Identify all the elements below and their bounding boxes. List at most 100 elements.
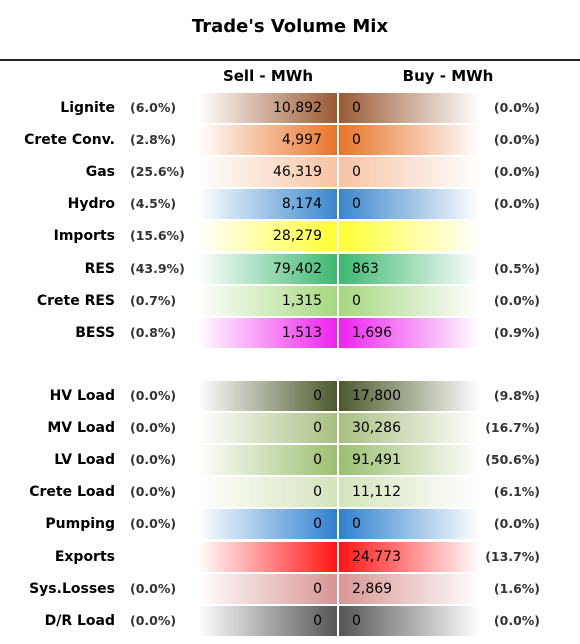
sell-cell: [198, 381, 337, 411]
row-label: D/R Load: [44, 612, 115, 629]
sell-share: (0.0%): [130, 452, 177, 468]
buy-share: (0.0%): [493, 292, 540, 308]
sell-cell: [198, 477, 337, 508]
buy-share: (6.1%): [493, 484, 540, 500]
buy-share: (0.0%): [493, 612, 540, 628]
row-label: MV Load: [47, 420, 115, 437]
buy-share: (0.0%): [493, 164, 540, 180]
buy-share: (9.8%): [493, 388, 540, 403]
buy-cell: [339, 125, 480, 156]
row-label: BESS: [75, 324, 115, 341]
sell-cell: [198, 157, 337, 188]
sell-share: (0.8%): [130, 324, 177, 340]
sell-cell: [198, 413, 337, 444]
sell-cell: [198, 509, 337, 540]
sell-header: Sell - MWh: [222, 67, 314, 85]
buy-value: 2,869: [352, 580, 393, 597]
sell-value: 8,174: [281, 196, 322, 213]
sell-value: 46,319: [273, 164, 322, 181]
sell-value: 10,892: [273, 100, 322, 116]
buy-cell: [339, 317, 480, 348]
sell-share: (0.0%): [130, 612, 177, 628]
sell-value: 28,279: [273, 228, 322, 245]
row-label: Hydro: [67, 196, 115, 213]
sell-share: (0.0%): [130, 388, 177, 403]
sell-cell: [198, 445, 337, 476]
buy-cell: [339, 477, 480, 508]
buy-cell: [339, 93, 480, 123]
sell-value: 0: [313, 516, 322, 533]
buy-share: (13.7%): [485, 548, 540, 564]
buy-cell: [339, 573, 480, 604]
buy-value: 0: [352, 516, 361, 533]
sell-share: (6.0%): [130, 100, 177, 115]
row-label: Pumping: [45, 516, 115, 533]
sell-share: (25.6%): [130, 164, 185, 180]
sell-value: 79,402: [273, 260, 322, 277]
row-label: Crete RES: [36, 292, 115, 309]
sell-value: 0: [313, 388, 322, 404]
buy-cell: [339, 157, 480, 188]
sell-share: (0.0%): [130, 420, 177, 436]
buy-value: 0: [352, 292, 361, 309]
buy-value: 0: [352, 100, 361, 116]
sell-cell: [198, 221, 337, 252]
sell-cell: [198, 605, 337, 636]
buy-value: 0: [352, 196, 361, 213]
row-label: Lignite: [60, 100, 115, 116]
buy-value: 91,491: [352, 452, 401, 469]
buy-cell: [339, 221, 480, 252]
buy-cell: [339, 509, 480, 540]
buy-share: (1.6%): [493, 580, 540, 596]
sell-cell: [198, 93, 337, 123]
sell-value: 1,315: [281, 292, 322, 309]
row-label: RES: [84, 260, 115, 277]
buy-value: 0: [352, 164, 361, 181]
buy-share: (50.6%): [485, 452, 540, 468]
buy-share: (16.7%): [485, 420, 540, 436]
buy-cell: [339, 285, 480, 316]
sell-share: (4.5%): [130, 196, 177, 212]
sell-value: 1,513: [281, 324, 322, 341]
sell-share: (0.0%): [130, 580, 177, 596]
title-rule: [0, 59, 580, 61]
row-label: Crete Load: [29, 484, 115, 501]
buy-value: 0: [352, 132, 361, 149]
title: Trade's Volume Mix: [191, 16, 389, 37]
buy-value: 0: [352, 612, 361, 629]
sell-share: (0.0%): [130, 516, 177, 532]
row-label: HV Load: [49, 388, 115, 404]
sell-value: 4,997: [281, 132, 322, 149]
sell-share: (0.0%): [130, 484, 177, 500]
buy-cell: [339, 381, 480, 411]
buy-cell: [339, 189, 480, 220]
buy-cell: [339, 413, 480, 444]
buy-cell: [339, 253, 480, 284]
buy-value: 30,286: [352, 420, 401, 437]
buy-cell: [339, 541, 480, 572]
row-label: LV Load: [54, 452, 115, 469]
buy-value: 17,800: [352, 388, 401, 404]
sell-cell: [198, 541, 337, 572]
sell-value: 0: [313, 420, 322, 437]
sell-share: (2.8%): [130, 132, 177, 148]
buy-value: 1,696: [352, 324, 393, 341]
sell-value: 0: [313, 452, 322, 469]
sell-cell: [198, 125, 337, 156]
buy-cell: [339, 605, 480, 636]
sell-share: (0.7%): [130, 292, 177, 308]
sell-value: 0: [313, 580, 322, 597]
buy-header: Buy - MWh: [402, 67, 494, 85]
row-label: Sys.Losses: [29, 580, 115, 597]
buy-share: (0.9%): [493, 324, 540, 340]
buy-share: (0.5%): [493, 260, 540, 276]
sell-share: (15.6%): [130, 228, 185, 244]
buy-share: (0.0%): [493, 100, 540, 115]
sell-share: (43.9%): [130, 260, 185, 276]
buy-value: 24,773: [352, 548, 401, 565]
row-label: Imports: [53, 228, 115, 245]
row-label: Gas: [85, 164, 115, 181]
buy-share: (0.0%): [493, 516, 540, 532]
sell-value: 0: [313, 484, 322, 501]
